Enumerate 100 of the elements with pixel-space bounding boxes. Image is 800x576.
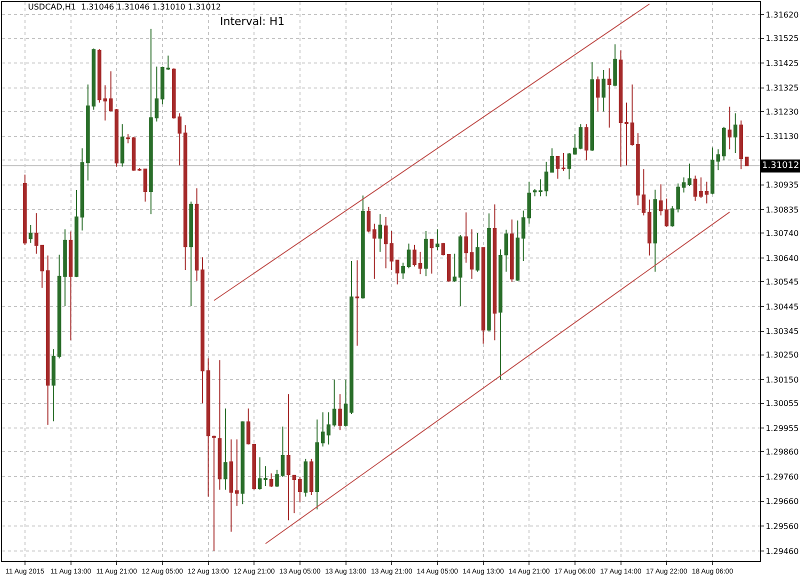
candlestick — [613, 44, 617, 87]
candlestick — [573, 134, 577, 156]
candlestick — [366, 206, 371, 233]
candlestick — [624, 102, 628, 166]
y-tick-label: 1.31620 — [766, 10, 799, 20]
candlestick — [544, 161, 548, 197]
candlestick — [704, 181, 709, 204]
candlestick — [441, 242, 446, 256]
y-tick-label: 1.29860 — [766, 448, 799, 457]
candlestick — [567, 152, 572, 180]
candlestick — [630, 84, 634, 146]
candlestick — [653, 189, 658, 272]
candlestick — [452, 253, 457, 282]
candlestick — [149, 28, 153, 215]
candlestick — [676, 183, 680, 213]
candlestick — [590, 62, 594, 152]
candlestick — [212, 435, 216, 552]
candlestick — [298, 476, 302, 503]
candlestick — [504, 229, 508, 272]
candlestick — [166, 55, 170, 71]
y-tick-label: 1.30835 — [766, 205, 799, 214]
candlestick — [338, 394, 342, 431]
candlestick — [395, 260, 400, 285]
candlestick — [688, 163, 692, 187]
y-tick-label: 1.29760 — [766, 472, 799, 482]
candlestick — [556, 156, 560, 180]
candlestick — [258, 456, 262, 490]
candlestick — [693, 175, 698, 202]
candlestick — [739, 120, 743, 170]
candlestick — [481, 247, 486, 344]
candlestick — [80, 148, 84, 231]
candlestick — [28, 224, 33, 244]
candlestick — [355, 260, 360, 346]
candlestick — [562, 152, 566, 172]
candlestick — [476, 232, 480, 272]
candlestick — [206, 358, 210, 498]
candlestick — [532, 188, 537, 197]
annotation: Interval: H1 — [220, 15, 285, 28]
y-tick-label: 1.30935 — [766, 180, 799, 190]
candlestick — [487, 212, 491, 332]
ref-line-label: 1.31012 — [762, 161, 800, 171]
candlestick — [446, 254, 451, 282]
candlestick — [275, 469, 279, 488]
candlestick — [74, 189, 78, 278]
y-tick-label: 1.31230 — [766, 107, 799, 116]
chart-title: USDCAD,H1 1.31046 1.31046 1.31010 1.31012 — [28, 2, 222, 12]
candlestick — [309, 458, 314, 496]
candlestick — [132, 136, 136, 172]
candlestick — [710, 147, 714, 195]
candlestick — [618, 50, 623, 168]
candlestick — [636, 132, 640, 206]
y-tick-label: 1.29460 — [766, 546, 799, 556]
y-tick-label: 1.30345 — [766, 327, 799, 336]
y-tick-label: 1.30055 — [766, 399, 799, 408]
candlestick — [292, 474, 296, 514]
candlestick — [378, 214, 382, 252]
candlestick — [229, 438, 234, 532]
candlestick — [716, 148, 720, 171]
y-tick-label: 1.30150 — [766, 376, 799, 385]
candlestick — [401, 262, 405, 280]
candlestick — [470, 228, 474, 280]
candlestick — [584, 124, 588, 161]
candlestick — [68, 230, 73, 341]
candlestick — [372, 223, 376, 280]
candlestick — [733, 112, 738, 154]
candlestick — [550, 148, 554, 174]
candlestick — [264, 466, 268, 486]
y-tick-label: 1.30640 — [766, 254, 799, 263]
candlestick — [280, 426, 285, 478]
candlestick — [436, 228, 440, 251]
candlestick — [418, 251, 422, 275]
y-tick-label: 1.30445 — [766, 302, 799, 312]
candlestick — [235, 438, 239, 506]
candlestick — [315, 418, 320, 510]
candlestick — [224, 408, 228, 490]
candlestick — [699, 176, 703, 198]
candlestick — [92, 48, 96, 110]
candlestick — [138, 168, 142, 172]
candlestick — [183, 124, 188, 270]
candlestick — [86, 84, 90, 182]
y-tick-label: 1.31525 — [766, 34, 799, 44]
candlestick — [361, 194, 365, 300]
candlestick — [406, 243, 411, 269]
y-tick-label: 1.31325 — [766, 84, 799, 93]
candlestick — [430, 238, 434, 274]
candlestick — [52, 348, 56, 422]
candlestick — [642, 168, 646, 216]
candlestick — [464, 212, 468, 264]
candlestick — [596, 76, 600, 112]
candlestick — [648, 199, 652, 256]
y-tick-label: 1.29560 — [766, 522, 799, 532]
candlestick — [160, 66, 164, 105]
candlestick — [722, 126, 726, 161]
y-tick-label: 1.30545 — [766, 277, 799, 286]
candlestick — [516, 220, 520, 282]
candlestick — [63, 228, 67, 306]
candlestick — [194, 188, 199, 282]
y-tick-label: 1.31425 — [766, 58, 799, 68]
candlestick — [57, 254, 62, 359]
candlestick — [412, 244, 416, 267]
